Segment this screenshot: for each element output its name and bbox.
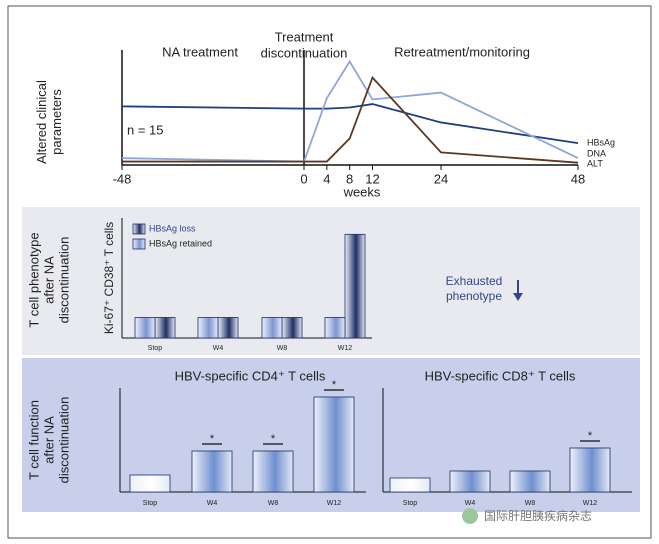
x-tick-label: W4 xyxy=(213,345,224,352)
panel-label: parameters xyxy=(49,89,64,155)
annotation: n = 15 xyxy=(127,122,164,137)
bar xyxy=(154,317,176,339)
panel-label: discontinuation xyxy=(56,237,71,324)
bar xyxy=(313,396,355,493)
bar xyxy=(197,317,219,339)
annotation: Treatment xyxy=(275,29,334,44)
bar xyxy=(252,450,294,493)
annotation: Exhausted xyxy=(446,274,503,288)
legend-label: HBsAg xyxy=(587,137,615,147)
x-tick-label: 12 xyxy=(365,171,379,186)
significance-label: * xyxy=(588,430,593,442)
annotation: Retreatment/monitoring xyxy=(394,44,530,59)
panel-label: after NA xyxy=(41,416,56,464)
annotation: discontinuation xyxy=(261,45,348,60)
frame xyxy=(7,5,652,539)
x-tick-label: 8 xyxy=(346,171,353,186)
watermark-icon xyxy=(462,508,478,524)
x-tick-label: W8 xyxy=(277,345,288,352)
bar xyxy=(129,474,171,493)
x-tick-label: W4 xyxy=(207,500,218,507)
legend-label: ALT xyxy=(587,158,603,168)
x-tick-label: W12 xyxy=(338,345,353,352)
legend-swatch xyxy=(132,223,146,235)
panel-label: T cell function xyxy=(26,400,41,480)
annotation: NA treatment xyxy=(162,44,238,59)
legend-label: HBsAg loss xyxy=(149,223,196,233)
bar xyxy=(389,477,431,493)
legend-label: DNA xyxy=(587,148,606,158)
x-axis-label: weeks xyxy=(343,184,381,199)
bar xyxy=(509,470,551,493)
arrow-head xyxy=(513,293,523,301)
x-tick-label: Stop xyxy=(148,345,163,352)
series-line xyxy=(122,75,579,164)
y-axis-label: Ki-67⁺ CD38⁺ T cells xyxy=(102,222,116,334)
x-tick-label: W4 xyxy=(465,500,476,507)
bar xyxy=(449,470,491,493)
series-line xyxy=(121,103,579,145)
bar xyxy=(217,317,239,339)
bar xyxy=(344,233,366,339)
legend-swatch xyxy=(132,238,146,250)
panel-label: after NA xyxy=(41,256,56,304)
legend-label: HBsAg retained xyxy=(149,238,212,248)
panel-label: discontinuation xyxy=(56,397,71,484)
x-tick-label: Stop xyxy=(403,500,418,507)
x-tick-label: W8 xyxy=(525,500,536,507)
x-tick-label: W12 xyxy=(327,500,342,507)
significance-label: * xyxy=(332,379,337,391)
panel-label: T cell phenotype xyxy=(26,232,41,327)
bar xyxy=(324,317,346,339)
x-tick-label: 24 xyxy=(434,171,448,186)
watermark: 国际肝胆胰疾病杂志 xyxy=(484,508,592,523)
chart-title: HBV-specific CD8⁺ T cells xyxy=(425,368,576,383)
x-tick-label: 48 xyxy=(571,171,585,186)
significance-label: * xyxy=(271,433,276,445)
x-tick-label: 0 xyxy=(300,171,307,186)
bar xyxy=(281,317,303,339)
x-tick-label: W12 xyxy=(583,500,598,507)
significance-label: * xyxy=(210,433,215,445)
chart-title: HBV-specific CD4⁺ T cells xyxy=(175,368,326,383)
x-tick-label: W8 xyxy=(268,500,279,507)
x-tick-label: Stop xyxy=(143,500,158,507)
x-tick-label: 4 xyxy=(323,171,330,186)
bar xyxy=(134,317,156,339)
series-line xyxy=(121,59,579,163)
x-tick-label: -48 xyxy=(113,171,132,186)
bar xyxy=(569,447,611,493)
bar xyxy=(191,450,233,493)
bar xyxy=(261,317,283,339)
annotation: phenotype xyxy=(446,289,502,303)
panel-label: Altered clinical xyxy=(34,80,49,164)
